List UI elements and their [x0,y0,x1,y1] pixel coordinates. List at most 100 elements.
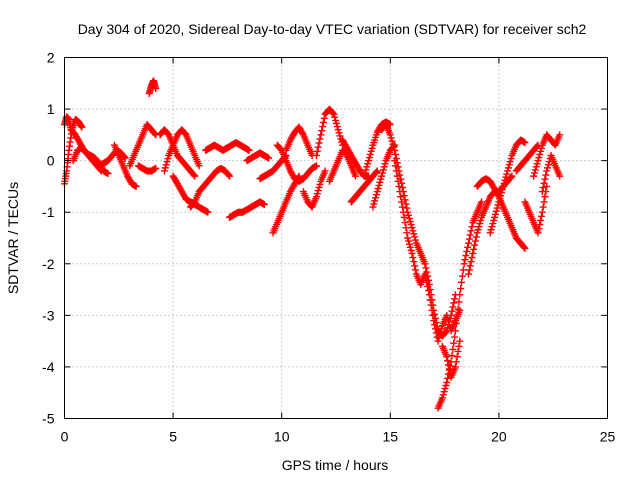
data-point [491,210,499,218]
data-point [439,391,447,399]
data-point [365,154,373,162]
data-point [448,307,456,315]
data-point [463,247,471,255]
data-point [393,172,401,180]
data-point [445,361,453,369]
x-tick-label: 5 [169,429,177,445]
x-axis-title: GPS time / hours [282,457,389,473]
data-point [536,150,544,158]
data-point [361,169,369,177]
data-point [405,237,413,245]
data-point [426,296,434,304]
grid-layer [64,57,608,419]
data-point [436,331,444,339]
data-point [488,223,496,231]
data-point [540,198,548,206]
data-point [462,252,470,260]
data-point [421,270,429,278]
data-point [402,200,410,208]
data-point [372,194,380,202]
data-point [521,139,529,147]
y-tick-label: 2 [47,50,55,66]
data-point [537,144,545,152]
data-point [445,318,453,326]
y-tick-label: -2 [42,256,55,272]
data-point [459,266,467,274]
data-point [372,191,380,199]
data-point [410,258,418,266]
series-arc-14 [226,198,268,221]
data-point [452,320,460,328]
data-point [313,147,321,155]
data-point [392,150,400,158]
data-point [408,224,416,232]
data-point [398,183,406,191]
data-point [448,352,456,360]
data-point [151,130,159,138]
data-point [456,337,464,345]
data-point [395,182,403,190]
data-point [539,203,547,211]
data-point [365,157,373,165]
data-point [265,154,273,162]
x-tick-label: 15 [383,429,399,445]
data-point [490,216,498,224]
data-point [465,266,473,274]
data-point [396,188,404,196]
data-point [363,163,371,171]
data-point [537,212,545,220]
data-point [403,204,411,212]
data-point [460,260,468,268]
data-point [367,147,375,155]
data-point [520,243,528,251]
data-point [466,231,474,239]
data-point [456,291,464,299]
data-point [331,113,339,121]
series-arc-03 [69,144,112,178]
chart-title: Day 304 of 2020, Sidereal Day-to-day VTE… [78,21,587,37]
data-point [429,311,437,319]
series-arc-06 [126,121,160,170]
data-point [471,237,479,245]
data-point [437,328,445,336]
y-tick-label: 1 [47,101,55,117]
data-point [321,167,329,175]
data-point [486,229,494,237]
data-point [397,193,405,201]
data-point [164,155,172,163]
data-point [316,180,324,188]
data-point [449,345,457,353]
data-point [507,155,515,163]
data-point [162,161,170,169]
data-point [320,114,328,122]
data-point [451,333,459,341]
series-arc-36 [530,131,564,180]
data-point [406,217,414,225]
data-point [132,182,140,190]
series-arc-21 [312,105,347,159]
data-point [191,172,199,180]
data-point [473,229,481,237]
plot-frame [64,57,608,419]
data-point [541,175,549,183]
data-point [329,109,337,117]
data-point [315,139,323,147]
data-point [443,311,451,319]
data-point [540,179,548,187]
data-point [543,167,551,175]
data-point [467,227,475,235]
data-point [476,220,484,228]
data-point [451,327,459,335]
data-point [380,163,388,171]
data-point [531,169,539,177]
data-point [245,146,253,154]
y-tick-label: -4 [42,359,55,375]
data-point [405,240,413,248]
data-point [379,166,387,174]
data-point [195,162,203,170]
data-point [542,171,550,179]
data-point [373,167,381,175]
data-point [533,160,541,168]
data-point [378,169,386,177]
